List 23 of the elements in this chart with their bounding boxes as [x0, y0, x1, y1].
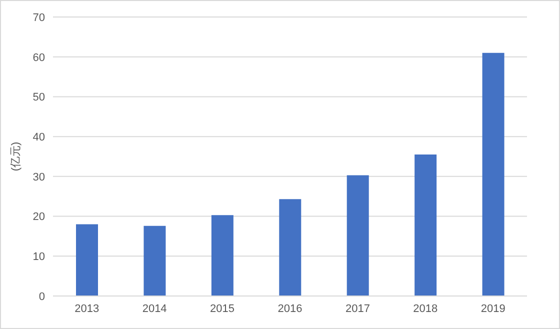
bar	[279, 199, 302, 296]
bar	[144, 226, 166, 296]
y-tick-label: 40	[32, 131, 45, 144]
y-tick-label: 50	[32, 92, 45, 104]
bar	[346, 175, 369, 296]
y-tick-label: 70	[32, 12, 45, 24]
x-tick-label: 2016	[278, 302, 302, 315]
x-tick-label: 2019	[480, 302, 506, 315]
bar	[482, 52, 504, 296]
x-tick-label: 2018	[413, 302, 438, 315]
x-tick-label: 2015	[210, 302, 235, 315]
x-tick-label: 2013	[74, 302, 100, 315]
y-tick-label: 10	[32, 251, 45, 264]
bar	[211, 215, 234, 296]
x-tick-label: 2014	[142, 302, 167, 315]
y-tick-label: 30	[32, 171, 45, 184]
y-tick-label: 60	[32, 52, 45, 64]
y-tick-label: 20	[32, 211, 45, 224]
bar	[76, 224, 98, 296]
y-axis-title: (亿元)	[10, 142, 22, 172]
y-tick-label: 0	[38, 290, 45, 303]
bar	[414, 154, 437, 296]
x-tick-label: 2017	[345, 302, 370, 315]
